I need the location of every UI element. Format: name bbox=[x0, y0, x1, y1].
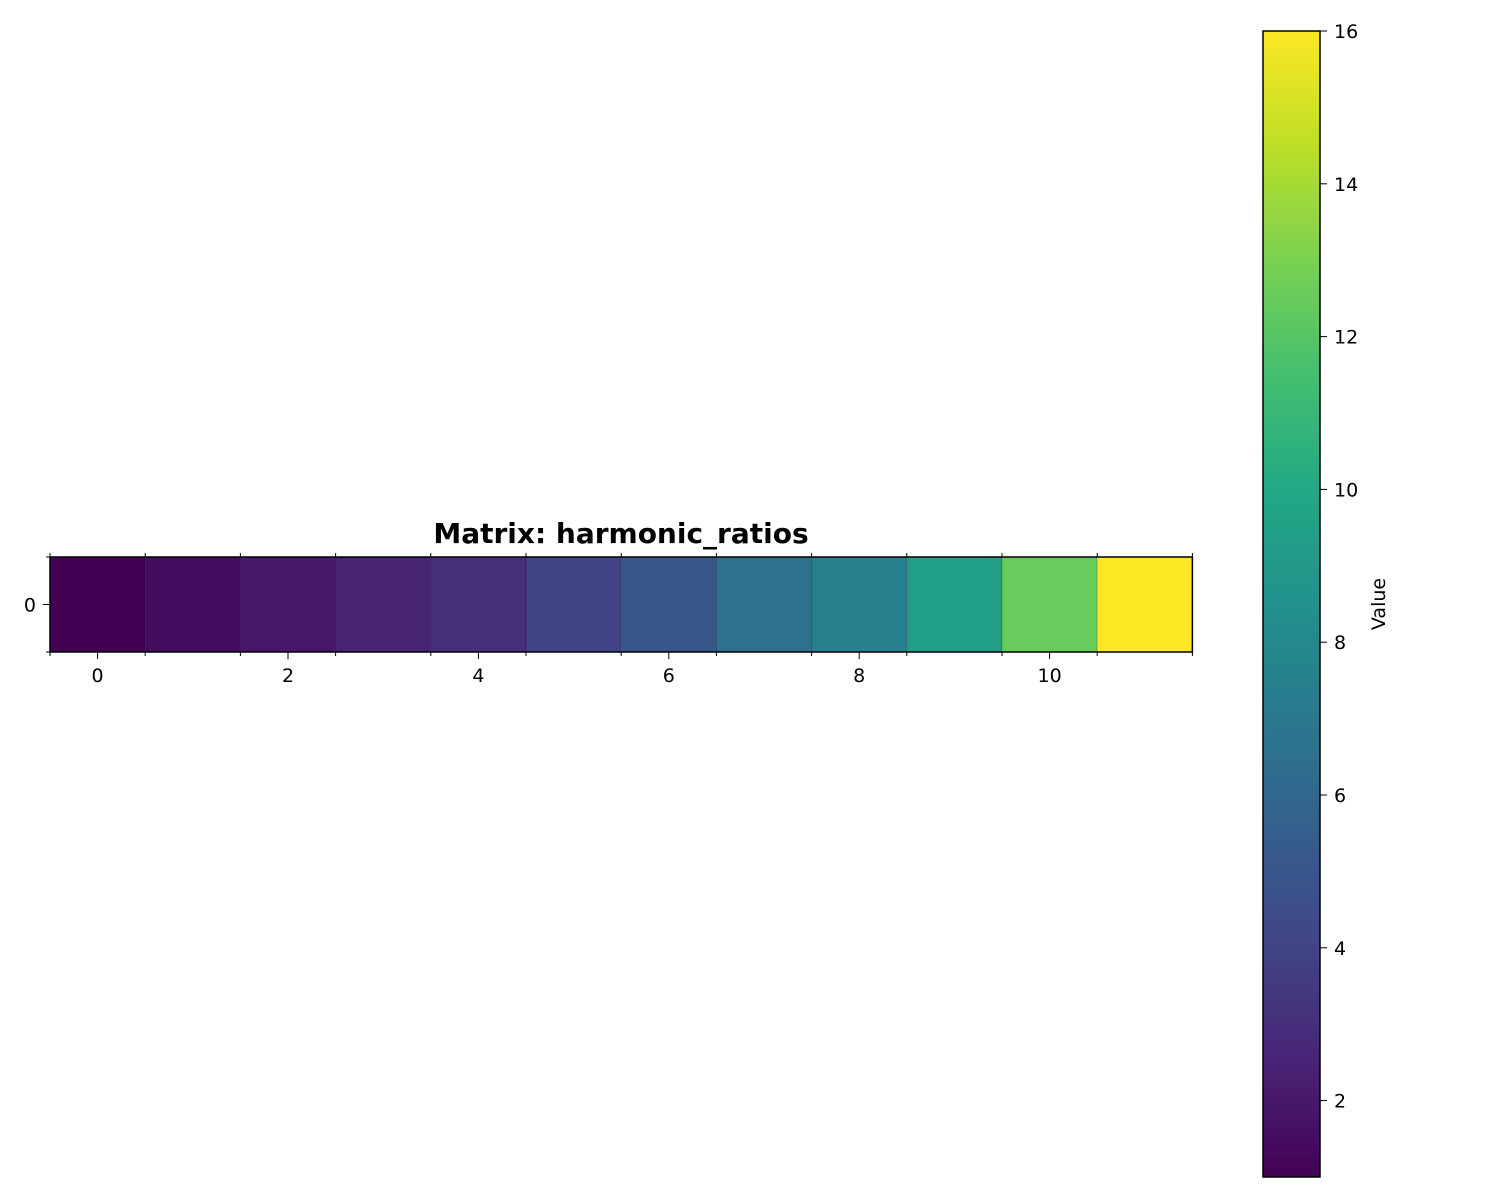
heatmap-cell bbox=[906, 556, 1003, 653]
x-axis: 0 2 4 6 8 10 bbox=[49, 553, 1193, 687]
colorbar-tick-label: 6 bbox=[1334, 785, 1346, 807]
heatmap-cell bbox=[1001, 556, 1098, 653]
heatmap-cell bbox=[525, 556, 622, 653]
heatmap-cell bbox=[1096, 556, 1193, 653]
heatmap-cell bbox=[239, 556, 337, 653]
colorbar-tick-label: 14 bbox=[1334, 174, 1358, 196]
x-tick-label: 4 bbox=[472, 665, 484, 687]
x-tick-label: 2 bbox=[282, 665, 294, 687]
colorbar-tick-label: 16 bbox=[1334, 21, 1358, 43]
colorbar: 2 4 6 8 10 12 14 16 Value bbox=[1262, 21, 1390, 1178]
heatmap-cell bbox=[49, 556, 146, 653]
colorbar-label: Value bbox=[1368, 578, 1390, 630]
colorbar-gradient bbox=[1262, 30, 1321, 1178]
x-tick-label: 10 bbox=[1038, 665, 1062, 687]
x-tick-label: 8 bbox=[853, 665, 865, 687]
colorbar-tick-label: 12 bbox=[1334, 327, 1358, 349]
colorbar-tick-label: 2 bbox=[1334, 1091, 1346, 1113]
heatmap-cell bbox=[144, 556, 241, 653]
chart-title: Matrix: harmonic_ratios bbox=[433, 517, 808, 550]
heatmap-cells bbox=[49, 556, 1193, 653]
heatmap-cell bbox=[620, 556, 717, 653]
x-tick-label: 6 bbox=[663, 665, 675, 687]
heatmap-cell bbox=[335, 556, 432, 653]
y-axis: 0 bbox=[24, 556, 50, 653]
heatmap-cell bbox=[811, 556, 908, 653]
colorbar-tick-label: 4 bbox=[1334, 938, 1346, 960]
heatmap-cell bbox=[430, 556, 527, 653]
colorbar-tick-label: 8 bbox=[1334, 632, 1346, 654]
heatmap-cell bbox=[715, 556, 813, 653]
x-tick-label: 0 bbox=[92, 665, 104, 687]
y-tick-label: 0 bbox=[24, 595, 36, 617]
colorbar-tick-label: 10 bbox=[1334, 479, 1358, 501]
